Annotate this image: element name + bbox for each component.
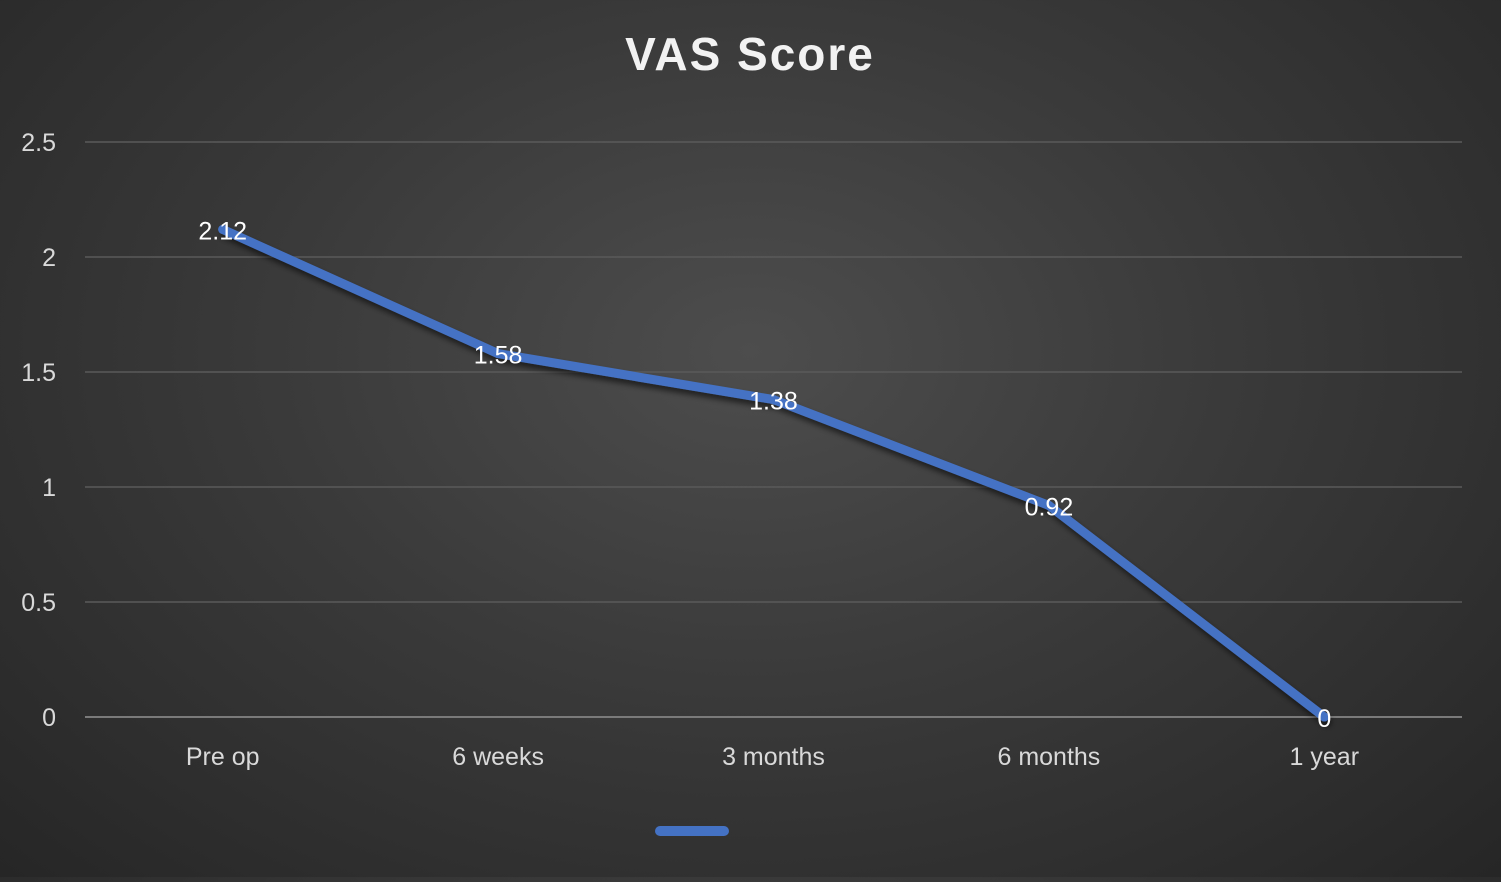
data-label: 1.58: [474, 342, 523, 370]
data-point: [1044, 500, 1054, 510]
y-tick-label: 0: [42, 704, 56, 732]
y-tick-label: 2: [42, 244, 56, 272]
y-tick-label: 1.5: [21, 359, 56, 387]
y-tick-label: 2.5: [21, 129, 56, 157]
y-tick-label: 1: [42, 474, 56, 502]
data-labels: 2.12 1.58 1.38 0.92 0: [198, 217, 1331, 733]
data-label: 0: [1317, 705, 1331, 733]
x-tick-label: Pre op: [186, 743, 260, 771]
data-label: 2.12: [198, 217, 247, 245]
chart-title: VAS Score: [625, 28, 875, 80]
x-axis-tick-labels: Pre op 6 weeks 3 months 6 months 1 year: [186, 743, 1359, 771]
data-label: 0.92: [1025, 493, 1074, 521]
series-line: [218, 224, 1329, 722]
x-tick-label: 3 months: [722, 743, 825, 771]
x-tick-label: 6 months: [997, 743, 1100, 771]
y-tick-label: 0.5: [21, 589, 56, 617]
data-point: [1319, 712, 1329, 722]
x-tick-label: 1 year: [1290, 743, 1359, 771]
data-point: [769, 395, 778, 405]
y-axis-tick-labels: 0 0.5 1 1.5 2 2.5: [21, 129, 56, 732]
data-point: [218, 224, 228, 234]
data-point: [493, 349, 503, 359]
x-tick-label: 6 weeks: [452, 743, 544, 771]
gridlines: [85, 141, 1462, 718]
series-line-group: [218, 224, 1329, 722]
data-label: 1.38: [749, 388, 798, 416]
